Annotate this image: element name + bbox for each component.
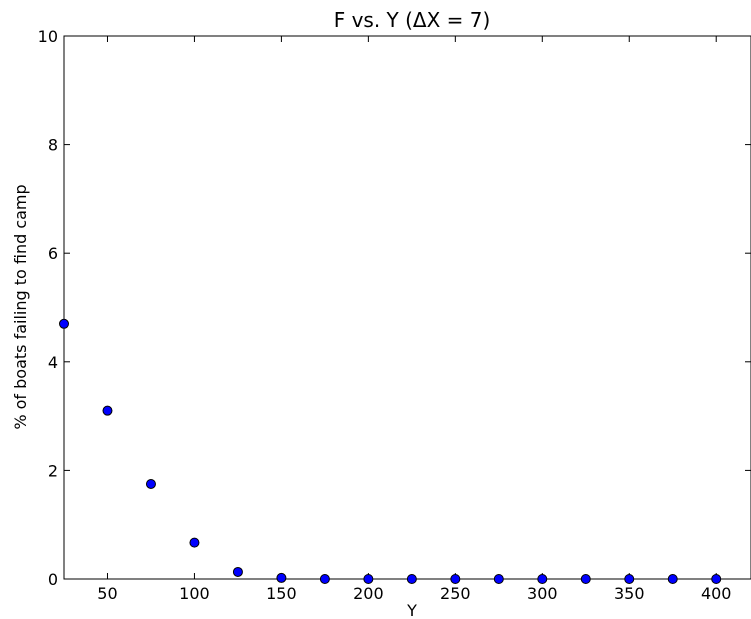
chart-title: F vs. Y (ΔX = 7): [334, 8, 491, 32]
y-tick-label: 8: [48, 136, 58, 155]
x-tick-label: 150: [266, 584, 297, 603]
y-tick-label: 10: [38, 27, 58, 46]
data-point: [59, 318, 69, 329]
x-tick-label: 100: [179, 584, 210, 603]
y-tick-label: 6: [48, 244, 58, 263]
data-point: [276, 572, 287, 583]
x-tick-label: 250: [440, 584, 471, 603]
x-tick-label: 300: [527, 584, 558, 603]
x-tick-label: 200: [353, 584, 384, 603]
y-tick-label: 4: [48, 353, 58, 372]
data-points: [59, 318, 722, 584]
x-axis-label: Y: [406, 601, 417, 619]
x-tick-label: 400: [701, 584, 732, 603]
data-point: [232, 566, 243, 577]
data-point: [145, 478, 156, 489]
plot-area-frame: [63, 35, 751, 580]
y-tick-label: 2: [48, 461, 58, 480]
data-point: [363, 574, 374, 584]
data-point: [537, 574, 548, 584]
data-point: [189, 537, 200, 548]
x-tick-label: 350: [614, 584, 645, 603]
data-point: [493, 574, 504, 584]
y-axis-label: % of boats failing to find camp: [11, 184, 30, 429]
data-point: [102, 405, 113, 416]
x-axis: 50 100 150 200 250 300 350 400: [97, 36, 731, 603]
data-point: [406, 574, 417, 584]
y-axis: 0 2 4 6 8 10: [38, 27, 751, 589]
data-point: [319, 574, 330, 584]
data-point: [667, 574, 678, 584]
data-point: [624, 574, 635, 584]
data-point: [711, 574, 722, 584]
data-point: [450, 574, 461, 584]
x-tick-label: 50: [97, 584, 117, 603]
y-tick-label: 0: [48, 570, 58, 589]
data-point: [580, 574, 591, 584]
